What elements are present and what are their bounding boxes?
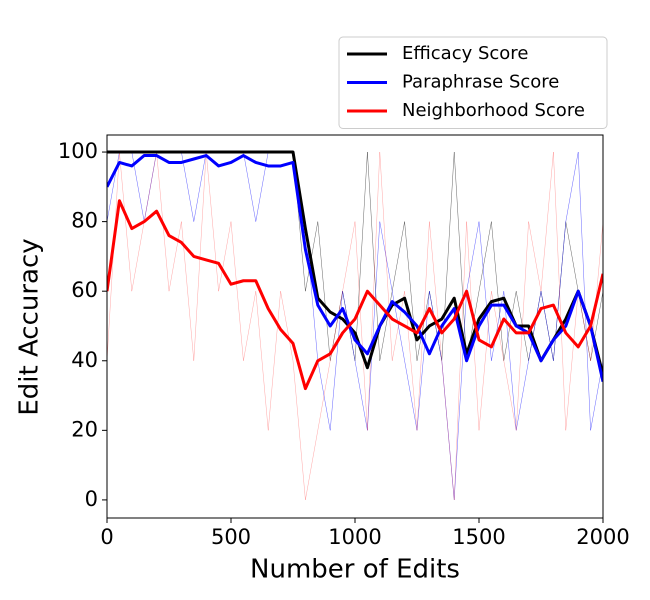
y-tick-label: 20 — [71, 417, 98, 441]
legend: Efficacy Score Paraphrase Score Neighborho… — [338, 36, 608, 129]
y-tick-label: 40 — [71, 348, 98, 372]
x-tick-label: 500 — [211, 525, 251, 549]
legend-label: Neighborhood Score — [402, 100, 585, 121]
y-tick-label: 0 — [85, 487, 98, 511]
series-line — [107, 150, 603, 376]
x-tick-label: 1500 — [452, 525, 505, 549]
x-tick-label: 1000 — [328, 525, 381, 549]
legend-label: Efficacy Score — [402, 43, 528, 64]
y-tick-label: 100 — [58, 139, 98, 163]
x-tick-label: 2000 — [576, 525, 629, 549]
legend-frame — [338, 36, 608, 129]
x-axis-label: Number of Edits — [250, 555, 460, 585]
legend-label: Paraphrase Score — [402, 72, 559, 93]
series-line — [107, 199, 603, 391]
y-tick-label: 80 — [71, 209, 98, 233]
series-line — [107, 154, 603, 382]
x-tick-label: 0 — [100, 525, 113, 549]
y-axis-label: Edit Accuracy — [15, 238, 45, 415]
series-line — [107, 151, 603, 501]
plot-frame — [106, 134, 604, 519]
series-line — [107, 151, 603, 501]
plot-lines — [107, 150, 603, 501]
y-tick-label: 60 — [71, 278, 98, 302]
